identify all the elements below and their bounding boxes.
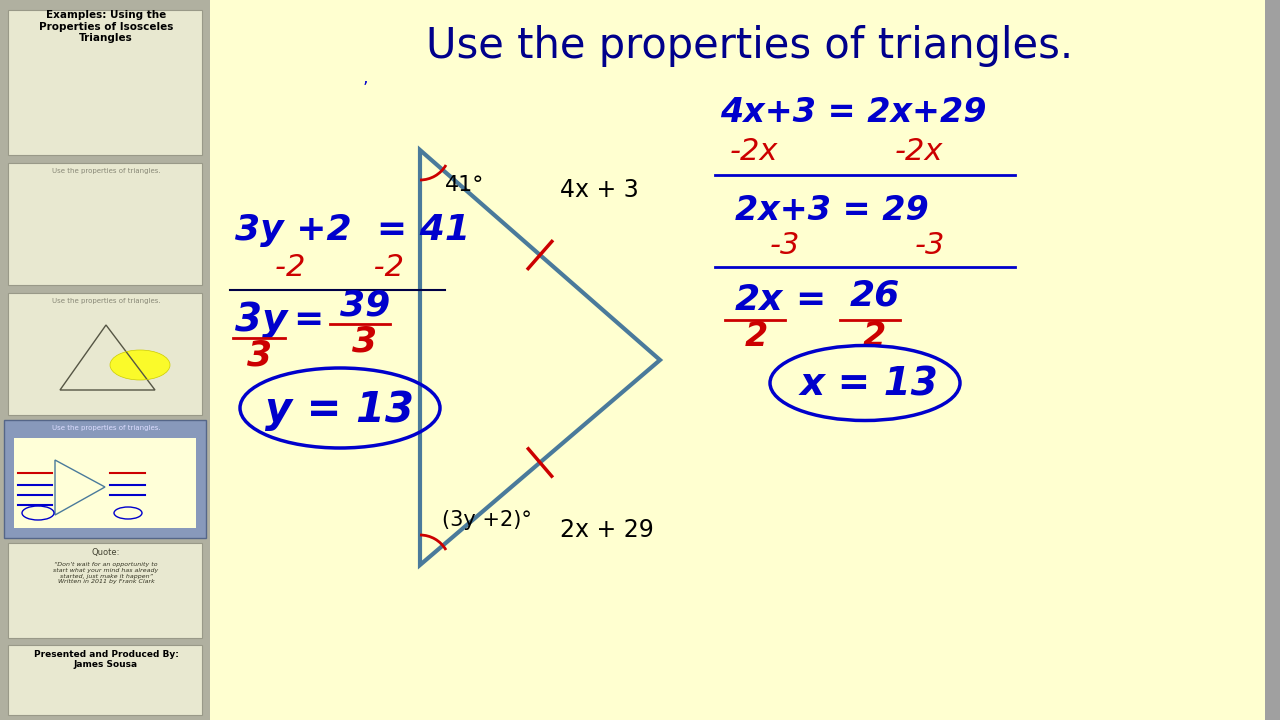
Text: 3y +2  = 41: 3y +2 = 41 (236, 213, 470, 247)
Text: 2: 2 (745, 320, 768, 354)
Text: 4x+3 = 2x+29: 4x+3 = 2x+29 (719, 96, 987, 128)
Text: Presented and Produced By:
James Sousa: Presented and Produced By: James Sousa (33, 650, 178, 670)
Text: Use the properties of triangles.: Use the properties of triangles. (51, 168, 160, 174)
Text: 3y: 3y (236, 301, 288, 339)
Text: Quote:: Quote: (92, 548, 120, 557)
Bar (8, 10, 202, 155)
Text: 39: 39 (340, 288, 390, 322)
Text: =: = (293, 303, 324, 337)
Text: =: = (795, 283, 826, 317)
Text: -2x: -2x (895, 138, 943, 166)
Text: -3: -3 (915, 230, 946, 259)
Bar (210, 0, 1265, 720)
Text: 41°: 41° (445, 175, 484, 195)
Text: 2x + 29: 2x + 29 (561, 518, 654, 542)
Text: y = 13: y = 13 (265, 389, 413, 431)
Text: 4x + 3: 4x + 3 (561, 178, 639, 202)
Text: 2: 2 (863, 320, 886, 354)
Text: ’: ’ (362, 80, 367, 98)
Text: x = 13: x = 13 (800, 366, 938, 404)
Text: “Don’t wait for an opportunity to
start what your mind has already
started, just: “Don’t wait for an opportunity to start … (54, 562, 159, 585)
Text: 2x: 2x (735, 283, 783, 317)
Bar (8, 645, 202, 715)
Ellipse shape (110, 350, 170, 380)
Text: Examples: Using the
Properties of Isosceles
Triangles: Examples: Using the Properties of Isosce… (38, 10, 173, 43)
Text: -3: -3 (771, 230, 800, 259)
Text: -2       -2: -2 -2 (275, 253, 404, 282)
Text: (3y +2)°: (3y +2)° (442, 510, 532, 530)
Bar (1265, 0, 1280, 720)
Bar (8, 163, 202, 285)
Text: 2x+3 = 29: 2x+3 = 29 (735, 194, 929, 227)
Bar (14, 438, 196, 528)
Text: 3: 3 (352, 325, 378, 359)
Bar (8, 543, 202, 638)
Text: 3: 3 (247, 338, 273, 372)
Text: Use the properties of triangles.: Use the properties of triangles. (51, 298, 160, 304)
Text: Use the properties of triangles.: Use the properties of triangles. (426, 25, 1074, 67)
Bar (8, 293, 202, 415)
Text: -2x: -2x (730, 138, 778, 166)
Text: Use the properties of triangles.: Use the properties of triangles. (51, 425, 160, 431)
Bar (4, 420, 206, 538)
Text: 26: 26 (850, 278, 900, 312)
Bar (0, 0, 210, 720)
